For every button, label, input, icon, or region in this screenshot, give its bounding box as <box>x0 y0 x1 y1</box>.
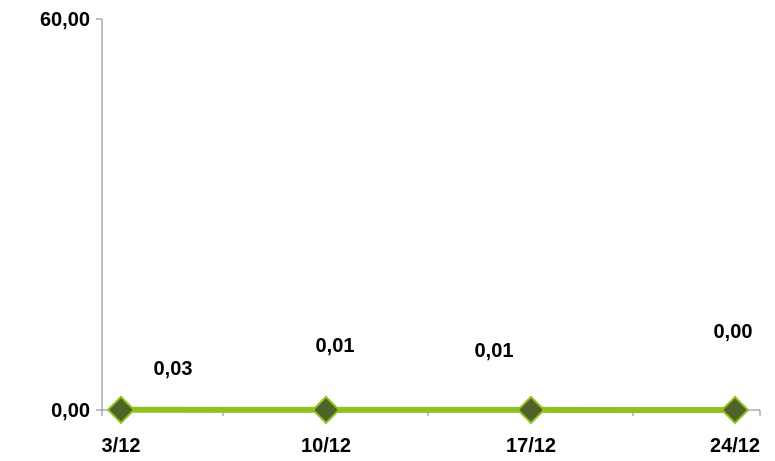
data-point-marker <box>311 395 341 425</box>
y-tick-label: 0,00 <box>51 400 90 422</box>
data-point-marker <box>720 395 750 425</box>
x-tick-label: 24/12 <box>710 435 760 457</box>
data-label: 0,00 <box>714 321 753 343</box>
data-label: 0,03 <box>154 358 193 380</box>
y-tick-label: 60,00 <box>40 9 90 31</box>
data-label: 0,01 <box>316 335 355 357</box>
x-tick-label: 3/12 <box>102 435 141 457</box>
data-point-marker <box>106 395 136 425</box>
x-tick-label: 10/12 <box>301 435 351 457</box>
x-tick-label: 17/12 <box>506 435 556 457</box>
axes <box>96 18 761 416</box>
series-area <box>106 395 750 425</box>
labels: 60,00 0,00 3/12 10/12 17/12 24/12 0,03 0,01 0,01… <box>40 9 760 457</box>
data-point-marker <box>516 395 546 425</box>
data-label: 0,01 <box>475 340 514 362</box>
